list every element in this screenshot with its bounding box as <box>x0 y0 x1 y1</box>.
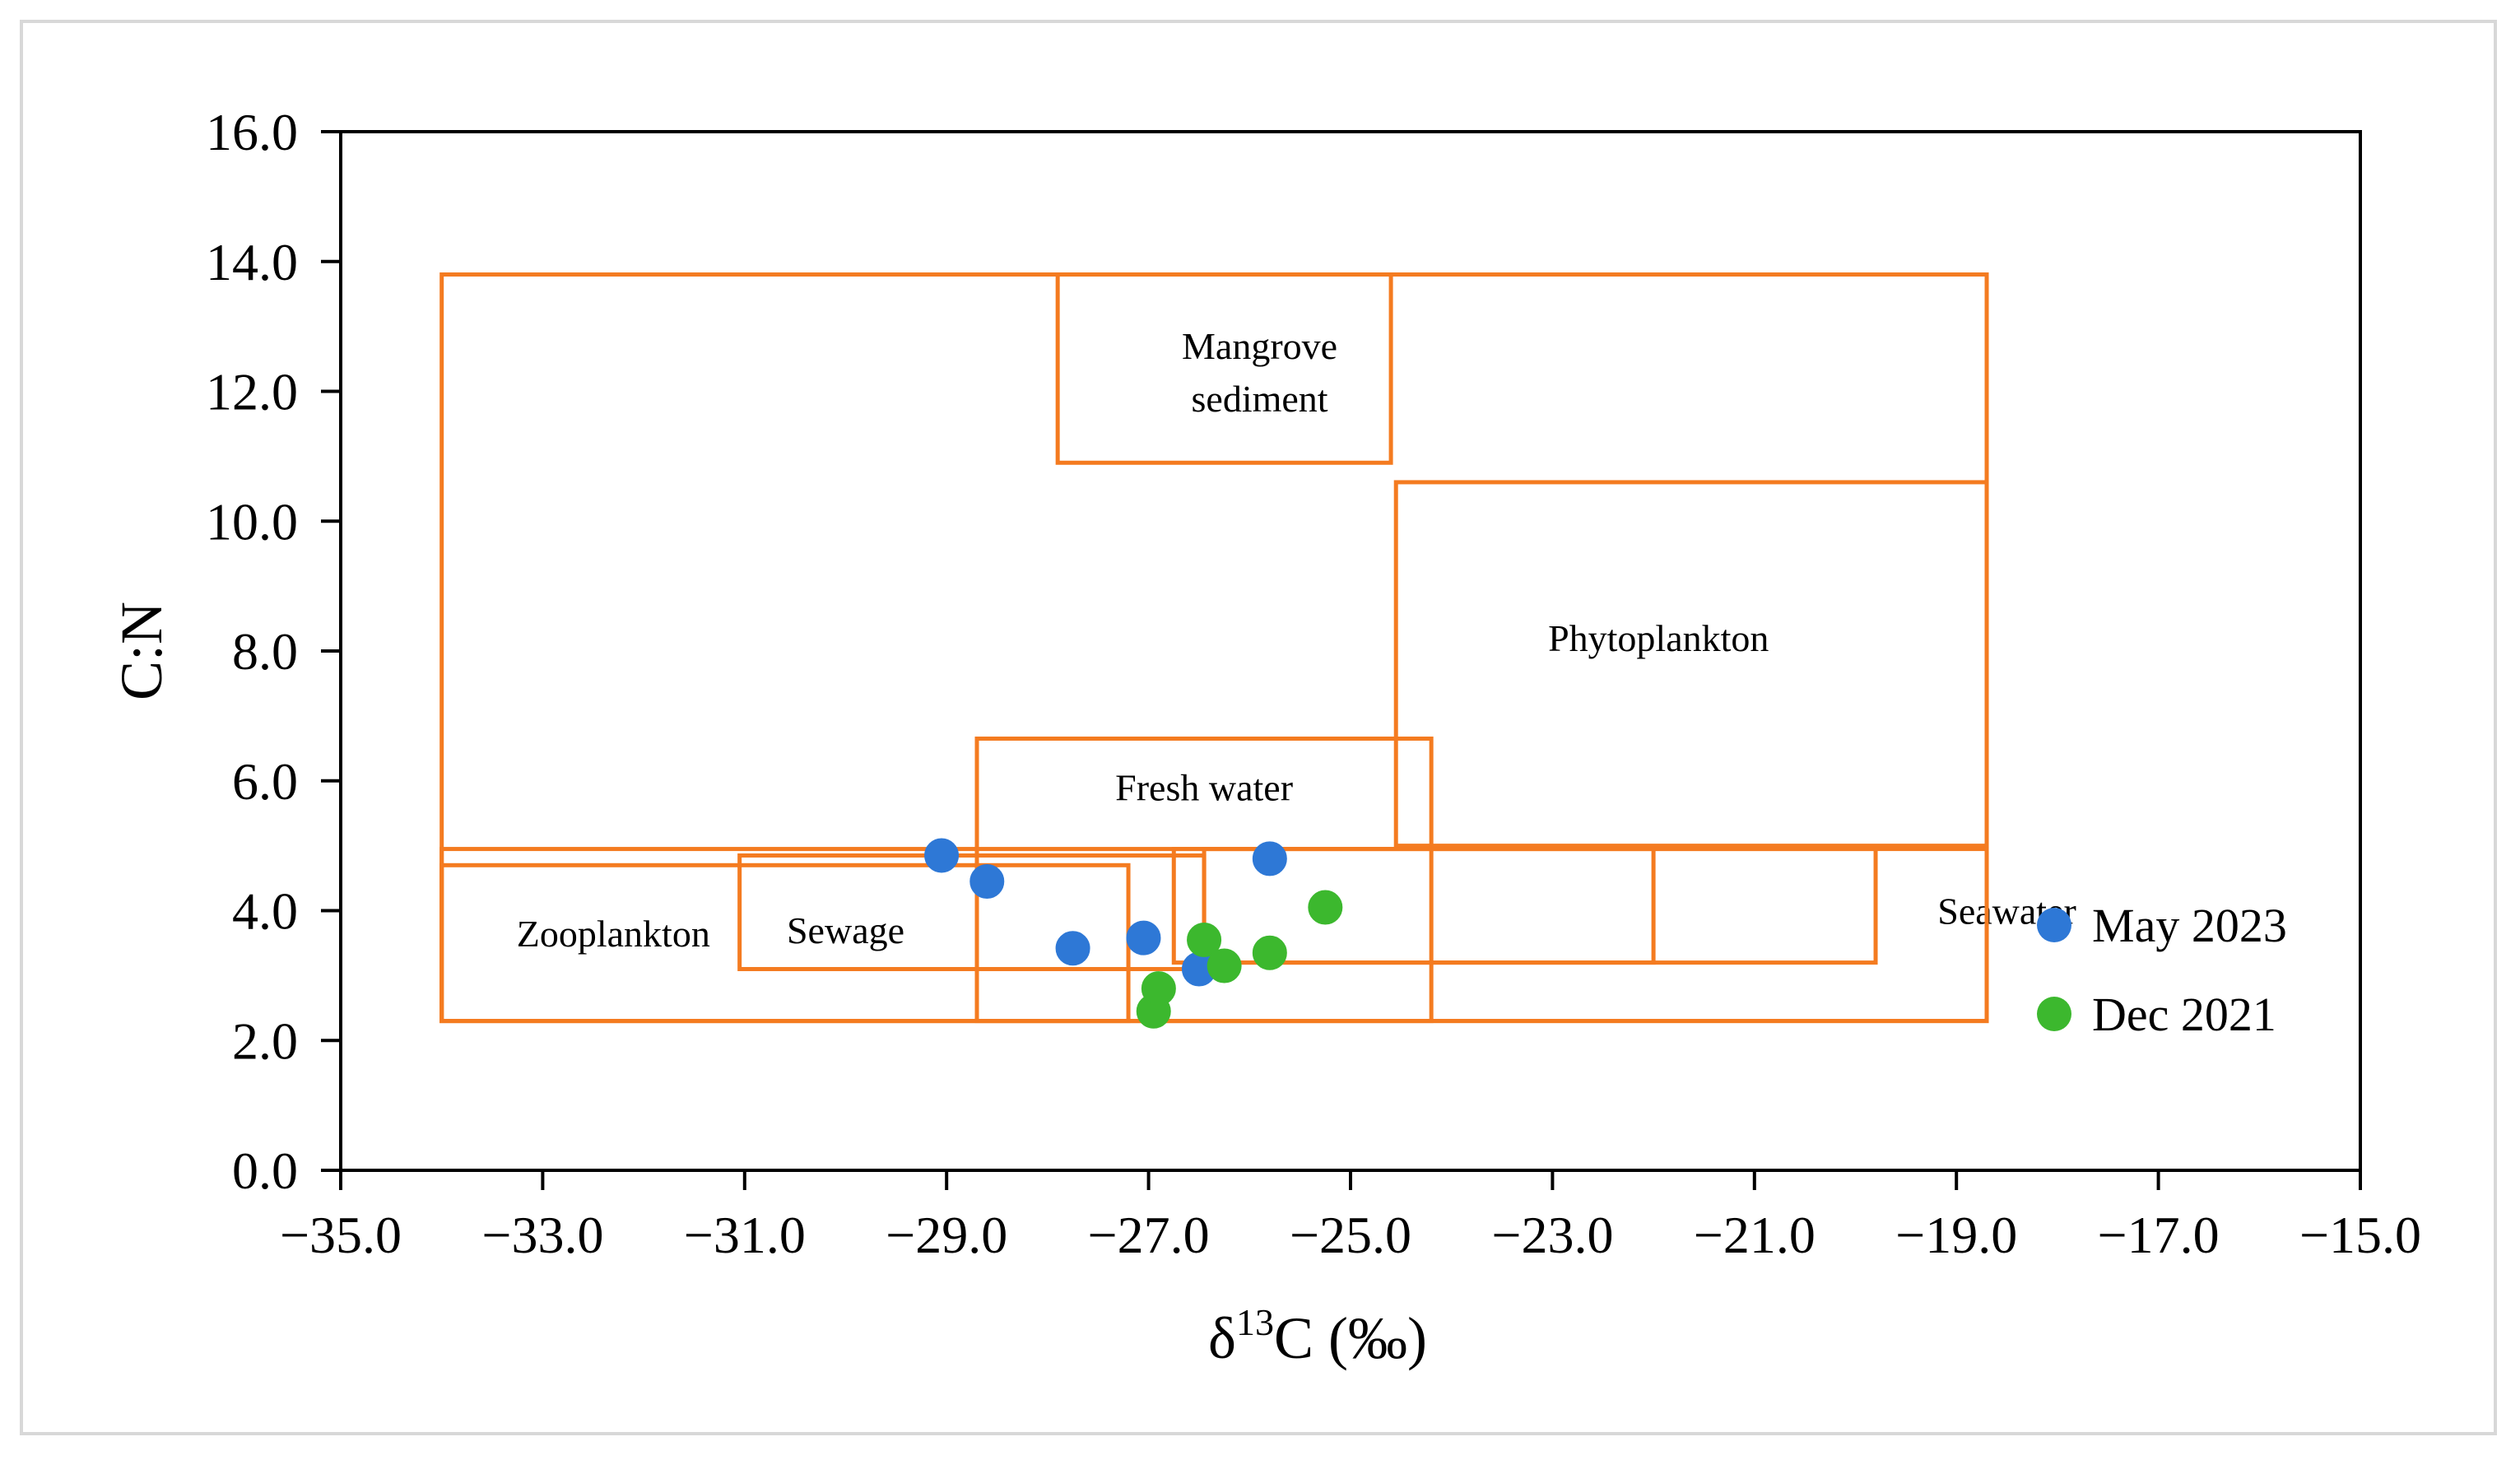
x-axis-title-rest: C (‰) <box>1274 1305 1427 1371</box>
y-tick-label: 6.0 <box>232 752 298 811</box>
point-dec-2021-4 <box>1252 935 1287 970</box>
x-tick-label: −21.0 <box>1694 1206 1816 1264</box>
region-box-outer-envelope-lower <box>439 847 1989 1024</box>
x-tick-label: −25.0 <box>1290 1206 1411 1264</box>
region-label-zooplankton: Zooplankton <box>517 913 710 955</box>
region-label-sewage: Sewage <box>787 909 904 951</box>
legend: May 2023 Dec 2021 <box>2037 899 2287 1041</box>
y-tick-label: 14.0 <box>206 233 298 291</box>
x-axis: −35.0 −33.0 −31.0 −29.0 −27.0 −25.0 −23.0 −21.0… <box>280 1170 2421 1264</box>
region-box-mangrove-sediment <box>1055 272 1393 465</box>
y-tick-label: 10.0 <box>206 492 298 551</box>
x-axis-title: δ13C (‰) <box>1208 1301 1427 1371</box>
point-dec-2021-2 <box>1187 922 1222 957</box>
x-tick-label: −23.0 <box>1491 1206 1613 1264</box>
points-layer <box>924 838 1343 1029</box>
x-tick-label: −29.0 <box>886 1206 1007 1264</box>
x-tick-label: −17.0 <box>2098 1206 2220 1264</box>
region-label-fresh-water: Fresh water <box>1115 767 1293 809</box>
point-dec-2021-3 <box>1207 948 1242 983</box>
region-label-phytoplankton: Phytoplankton <box>1548 617 1769 659</box>
y-tick-label: 4.0 <box>232 882 298 941</box>
point-may-2023-2 <box>1055 931 1090 966</box>
x-axis-title-superscript: 13 <box>1236 1301 1274 1343</box>
legend-label: Dec 2021 <box>2092 988 2276 1041</box>
legend-label: May 2023 <box>2092 899 2287 952</box>
point-dec-2021-5 <box>1308 890 1343 925</box>
y-tick-label: 8.0 <box>232 622 298 681</box>
y-tick-label: 16.0 <box>206 103 298 161</box>
y-axis-title: C:N <box>109 602 174 700</box>
region-box-phytoplankton <box>1393 480 1989 849</box>
x-tick-label: −27.0 <box>1088 1206 1210 1264</box>
x-tick-label: −19.0 <box>1895 1206 2017 1264</box>
y-tick-label: 0.0 <box>232 1141 298 1200</box>
point-may-2023-0 <box>924 838 960 873</box>
figure-frame <box>20 20 2497 1435</box>
region-label-mangrove-sediment: Mangrove <box>1182 325 1337 367</box>
point-may-2023-5 <box>1252 841 1287 876</box>
x-tick-label: −15.0 <box>2299 1206 2421 1264</box>
point-may-2023-1 <box>969 864 1005 900</box>
point-may-2023-3 <box>1126 920 1161 956</box>
x-axis-title-main: δ <box>1208 1305 1236 1371</box>
y-tick-label: 12.0 <box>206 363 298 421</box>
y-axis: 0.0 2.0 4.0 6.0 8.0 10.0 12.0 14.0 16.0 <box>206 103 341 1200</box>
point-dec-2021-1 <box>1141 971 1176 1007</box>
x-tick-label: −35.0 <box>280 1206 402 1264</box>
x-tick-label: −31.0 <box>684 1206 806 1264</box>
regions-layer: Mangrove sediment Phytoplankton Fresh water… <box>439 272 2076 1024</box>
x-tick-label: −33.0 <box>481 1206 603 1264</box>
legend-marker-dec-2021 <box>2037 997 2071 1031</box>
region-label-mangrove-sediment: sediment <box>1192 378 1328 420</box>
y-tick-label: 2.0 <box>232 1011 298 1070</box>
legend-marker-may-2023 <box>2037 908 2071 942</box>
